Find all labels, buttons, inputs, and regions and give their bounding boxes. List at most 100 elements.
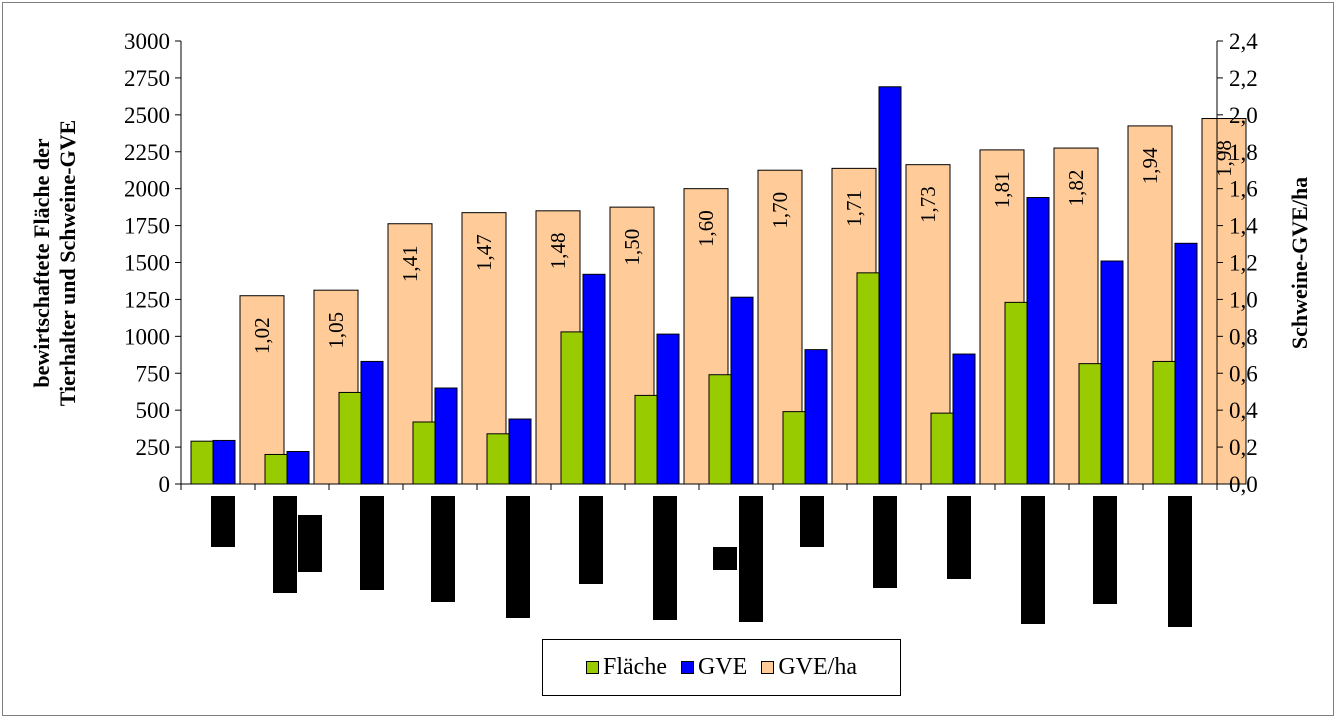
right-axis-title: Schweine-GVE/ha [1287, 177, 1312, 349]
left-tick-label: 2750 [124, 66, 170, 91]
bar-gve [508, 418, 532, 485]
data-label-gve-per-ha: 1,94 [1138, 147, 1162, 184]
bar-gve [730, 296, 754, 485]
left-tick-label: 0 [159, 472, 171, 497]
data-label-gve-per-ha: 1,60 [694, 210, 718, 247]
bar-gve [286, 451, 310, 485]
redacted-label-block [653, 496, 677, 620]
legend: Fläche GVE GVE/ha [542, 639, 901, 696]
data-label-gve-per-ha: 1,98 [1212, 140, 1236, 177]
redacted-label-block [579, 496, 603, 584]
axes: 0 250 500 750 1000 1250 1500 1750 2000 2250 2500 27… [124, 29, 1258, 497]
bar-gve [582, 273, 606, 485]
data-label-gve-per-ha: 1,81 [990, 172, 1014, 209]
redacted-label-block [1021, 496, 1045, 624]
redacted-label-block [873, 496, 897, 588]
redacted-label-block [298, 515, 322, 572]
left-tick-label: 500 [136, 398, 171, 423]
redacted-label-block [211, 496, 235, 547]
bar-gve [360, 360, 384, 485]
bar-gve [804, 349, 828, 485]
right-tick-label: 2,0 [1229, 103, 1258, 128]
bar-gve [212, 439, 236, 485]
bar-flaeche [634, 394, 658, 485]
bar-gve [878, 86, 902, 485]
left-tick-label: 750 [136, 361, 171, 386]
data-label-gve-per-ha: 1,50 [620, 229, 644, 266]
data-label-gve-per-ha: 1,48 [546, 232, 570, 269]
redacted-category-labels [211, 496, 1192, 627]
data-label-gve-per-ha: 1,82 [1064, 170, 1088, 207]
redacted-label-block [713, 547, 737, 570]
left-tick-label: 3000 [124, 29, 170, 54]
left-tick-label: 2250 [124, 140, 170, 165]
redacted-label-block [947, 496, 971, 579]
left-tick-label: 250 [136, 435, 171, 460]
legend-label-flaeche: Fläche [603, 654, 667, 680]
bar-flaeche [1152, 360, 1176, 485]
left-tick-label: 1500 [124, 251, 170, 276]
bar-flaeche [486, 433, 510, 485]
redacted-label-block [739, 496, 763, 622]
right-tick-label: 1,8 [1229, 140, 1258, 165]
right-tick-label: 2,2 [1229, 66, 1258, 91]
bars: 1,02 1,05 1,41 1,47 1,48 1,50 1,60 1,70 1,71 1,73… [190, 86, 1247, 485]
legend-swatch-flaeche [586, 661, 600, 674]
redacted-label-block [360, 496, 384, 590]
redacted-label-block [506, 496, 530, 618]
legend-label-gve-ha: GVE/ha [778, 654, 857, 680]
left-axis-title-line1: bewirtschaftete Fläche der [29, 138, 54, 387]
bar-flaeche [338, 391, 362, 485]
redacted-label-block [1093, 496, 1117, 604]
bar-flaeche [782, 411, 806, 485]
legend-item-gve-ha: GVE/ha [761, 654, 857, 681]
left-axis-title-line2: Tierhalter und Schweine-GVE [55, 120, 80, 406]
bar-flaeche [560, 331, 584, 485]
right-tick-label: 2,4 [1229, 29, 1258, 54]
left-tick-label: 1250 [124, 287, 170, 312]
data-label-gve-per-ha: 1,70 [768, 192, 792, 229]
legend-item-gve: GVE [681, 654, 747, 681]
right-tick-label: 1,2 [1229, 251, 1258, 276]
bar-gve [1026, 197, 1050, 485]
left-tick-label: 2500 [124, 103, 170, 128]
right-tick-label: 1,6 [1229, 177, 1258, 202]
left-tick-label: 1000 [124, 324, 170, 349]
legend-swatch-gve-ha [761, 661, 775, 674]
bar-gve [434, 387, 458, 485]
legend-item-flaeche: Fläche [586, 654, 667, 681]
bar-flaeche [264, 453, 288, 485]
right-tick-label: 1,4 [1229, 214, 1258, 239]
bar-flaeche [708, 374, 732, 485]
data-label-gve-per-ha: 1,02 [250, 317, 274, 354]
bar-gve [1174, 242, 1198, 485]
data-label-gve-per-ha: 1,47 [472, 234, 496, 271]
data-label-gve-per-ha: 1,71 [842, 190, 866, 227]
right-tick-label: 0,8 [1229, 324, 1258, 349]
right-tick-label: 0,2 [1229, 435, 1258, 460]
redacted-label-block [1168, 496, 1192, 627]
bar-gve [1100, 260, 1124, 485]
bar-flaeche [190, 440, 214, 485]
bar-gve [656, 333, 680, 485]
data-label-gve-per-ha: 1,73 [916, 186, 940, 223]
bar-gve-per-ha [609, 206, 655, 485]
bar-flaeche [930, 412, 954, 485]
data-label-gve-per-ha: 1,41 [398, 245, 422, 282]
bar-flaeche [856, 272, 880, 485]
left-tick-label: 2000 [124, 177, 170, 202]
data-label-gve-per-ha: 1,05 [324, 312, 348, 349]
bar-gve-per-ha [1201, 118, 1247, 485]
redacted-label-block [800, 496, 824, 547]
legend-swatch-gve [681, 661, 694, 674]
redacted-label-block [273, 496, 297, 593]
legend-label-gve: GVE [698, 654, 748, 680]
right-tick-label: 0,4 [1229, 398, 1258, 423]
bar-flaeche [412, 421, 436, 485]
bar-gve-per-ha [461, 212, 507, 485]
bar-flaeche [1078, 363, 1102, 485]
right-tick-label: 0,6 [1229, 361, 1258, 386]
left-tick-label: 1750 [124, 214, 170, 239]
